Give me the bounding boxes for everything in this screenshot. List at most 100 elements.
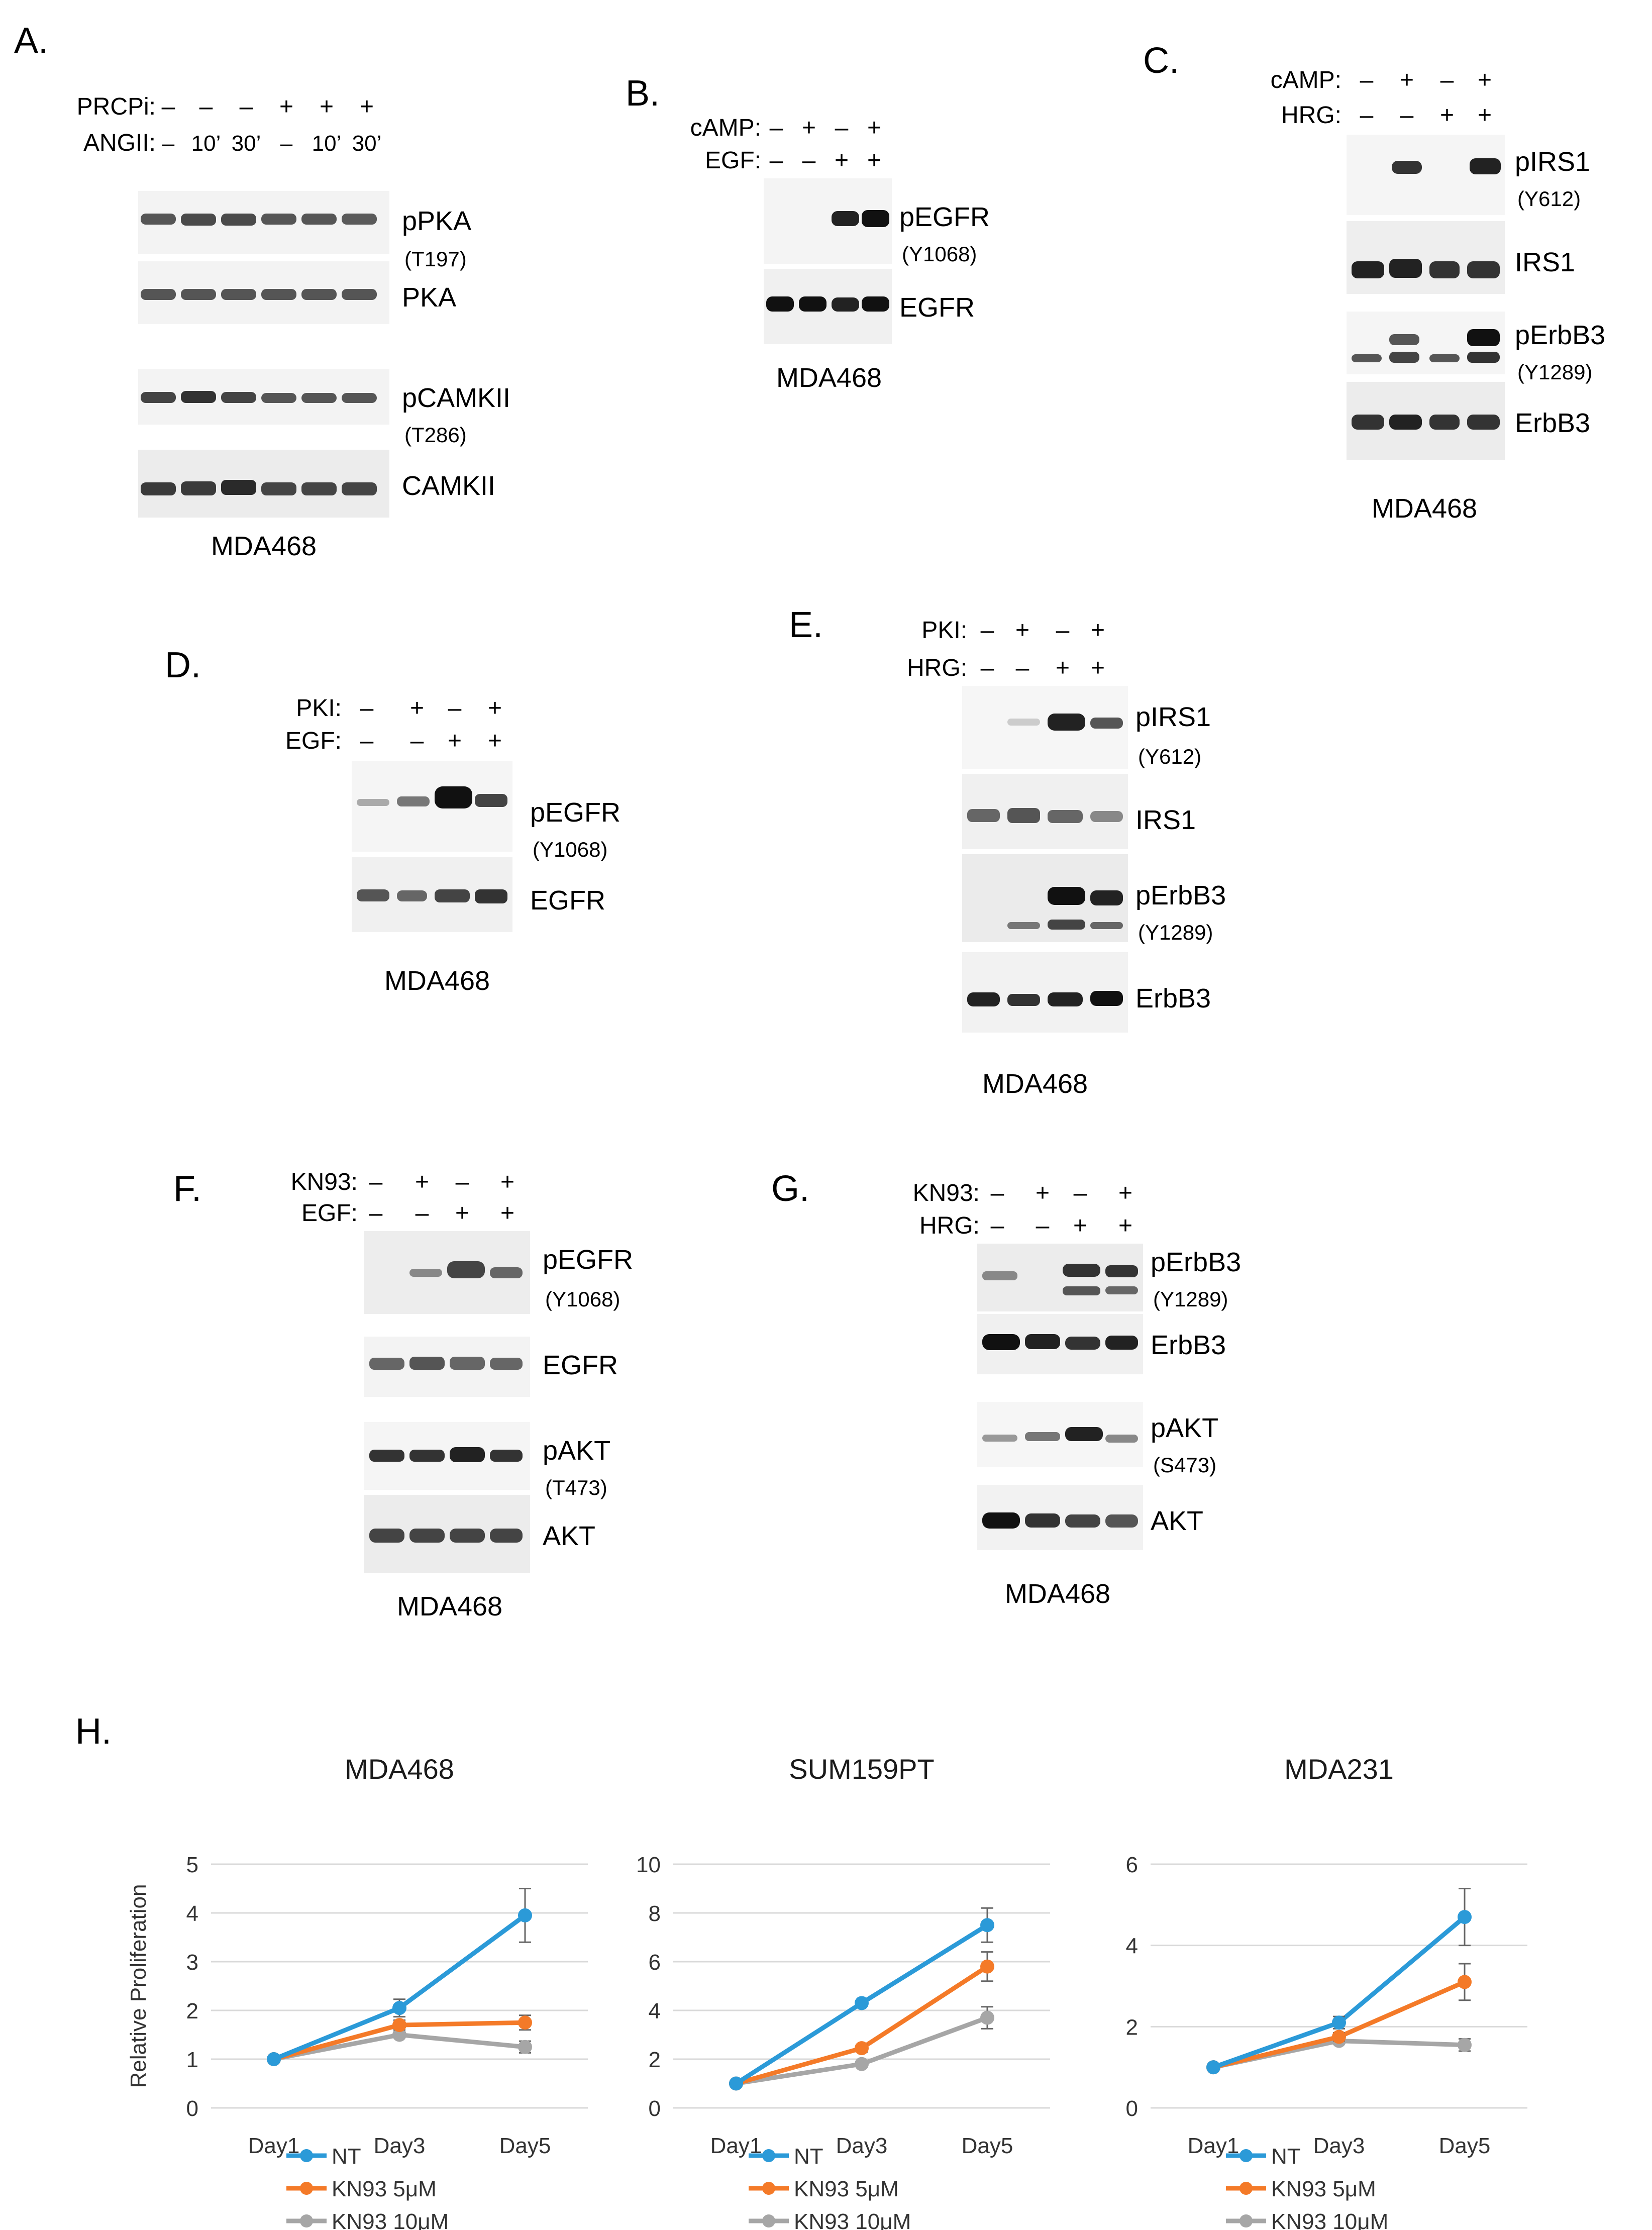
lane-value: + <box>410 695 424 722</box>
blot-strip <box>764 178 892 264</box>
data-point <box>1332 2030 1346 2044</box>
blot-site: (S473) <box>1153 1453 1216 1477</box>
chart-title: MDA468 <box>345 1753 454 1785</box>
cell-line-label: MDA468 <box>1372 493 1477 524</box>
lane-value: + <box>320 93 334 120</box>
blot-label: pEGFR <box>899 202 990 232</box>
legend-label: NT <box>1271 2144 1301 2169</box>
data-point <box>729 2076 743 2091</box>
y-tick-label: 0 <box>186 2096 198 2121</box>
condition-row-camp: cAMP: – + – + <box>690 115 881 141</box>
panel-letter-g: G. <box>771 1169 809 1209</box>
lane-value: + <box>1015 617 1029 644</box>
blot-strip <box>1347 135 1505 215</box>
lane-value: + <box>867 147 881 174</box>
panel-a: A. PRCPi: – – – + + + ANGII: – 10’ 30’ –… <box>14 21 510 561</box>
blot-site: (T473) <box>545 1476 607 1499</box>
data-point <box>1206 2060 1220 2075</box>
legend-swatch-marker <box>1240 2182 1253 2195</box>
lane-value: 10’ <box>312 131 342 156</box>
legend-swatch-marker <box>762 2149 775 2162</box>
blot-label: IRS1 <box>1135 805 1196 835</box>
lane-value: + <box>1118 1180 1132 1206</box>
lane-value: – <box>770 147 783 174</box>
blot-strip <box>977 1402 1143 1467</box>
blot-strips <box>364 1231 530 1573</box>
blot-strip <box>977 1314 1143 1374</box>
lane-value: – <box>1440 67 1454 93</box>
condition-row-pki: PKI: – + – + <box>921 617 1105 644</box>
data-point <box>855 2041 869 2056</box>
lane-value: + <box>1440 102 1454 129</box>
blot-strip <box>352 761 512 852</box>
panel-letter-f: F. <box>173 1169 201 1209</box>
data-point <box>980 2010 994 2025</box>
blot-label: ErbB3 <box>1135 983 1211 1013</box>
blot-site: (Y1068) <box>545 1287 620 1311</box>
lane-value: + <box>1036 1180 1050 1206</box>
blot-label: AKT <box>543 1521 595 1551</box>
cell-line-label: MDA468 <box>384 966 490 996</box>
lane-value: – <box>448 695 462 722</box>
lane-value: + <box>835 147 849 174</box>
blot-label: AKT <box>1151 1506 1203 1536</box>
panel-e: E. PKI: – + – + HRG: – – + + pIRS1 <box>789 605 1226 1099</box>
condition-row-hrg: HRG: – – + + <box>1281 102 1492 129</box>
data-point <box>855 1996 869 2010</box>
lane-value: + <box>1400 67 1414 93</box>
data-point <box>855 2057 869 2071</box>
data-point <box>980 1959 994 1974</box>
panel-d: D. PKI: – + – + EGF: – – + + pEGFR (Y106… <box>165 645 621 996</box>
y-tick-label: 0 <box>649 2096 661 2121</box>
blot-label: pIRS1 <box>1135 702 1211 732</box>
blot-strip <box>764 269 892 344</box>
blot-site: (Y1068) <box>902 242 977 266</box>
blot-label: pErbB3 <box>1515 320 1605 350</box>
lane-value: + <box>1091 655 1105 681</box>
data-point <box>392 2018 406 2033</box>
lane-value: – <box>981 617 994 644</box>
condition-row-egf: EGF: – – + + <box>285 728 502 754</box>
y-tick-label: 4 <box>1126 1934 1138 1959</box>
y-axis-label: Relative Proliferation <box>126 1884 151 2088</box>
condition-label: cAMP: <box>690 115 761 141</box>
lane-value: + <box>500 1169 514 1195</box>
data-point <box>267 2052 281 2066</box>
lane-value: – <box>1056 617 1070 644</box>
cell-line-label: MDA468 <box>211 531 317 561</box>
lane-value: – <box>360 728 374 754</box>
blot-strips <box>977 1244 1143 1550</box>
x-tick-label: Day5 <box>1439 2134 1491 2158</box>
blot-strip <box>138 369 389 425</box>
lane-value: + <box>455 1200 469 1227</box>
y-tick-label: 8 <box>649 1901 661 1926</box>
blot-strips <box>138 191 389 518</box>
y-tick-label: 10 <box>636 1853 661 1877</box>
blot-site: (Y1289) <box>1517 360 1592 384</box>
lane-value: – <box>1360 67 1374 93</box>
panel-f: F. KN93: – + – + EGF: – – + + pEGFR <box>173 1169 633 1621</box>
panel-letter-e: E. <box>789 605 823 645</box>
lane-value: – <box>835 115 849 141</box>
blot-label: EGFR <box>543 1350 618 1380</box>
blot-strips <box>962 686 1128 1033</box>
blot-label: PKA <box>402 282 456 313</box>
blot-labels: pIRS1 (Y612) IRS1 pErbB3 (Y1289) ErbB3 <box>1515 147 1605 438</box>
lane-value: – <box>162 93 175 120</box>
lane-value: + <box>488 695 502 722</box>
panel-b: B. cAMP: – + – + EGF: – – + + pEGFR (Y10… <box>626 73 990 393</box>
chart-title: MDA231 <box>1284 1753 1394 1785</box>
legend-swatch-marker <box>1240 2214 1253 2227</box>
lane-value: – <box>1400 102 1414 129</box>
legend-label: KN93 10μM <box>1271 2209 1388 2230</box>
blot-strip <box>364 1337 530 1397</box>
condition-row-kn93: KN93: – + – + <box>913 1180 1132 1206</box>
x-tick-label: Day3 <box>374 2134 426 2158</box>
blot-strips <box>352 761 512 932</box>
condition-row-angii: ANGII: – 10’ 30’ – 10’ 30’ <box>83 130 381 156</box>
lane-value: – <box>802 147 816 174</box>
y-tick-label: 1 <box>186 2048 198 2072</box>
lane-value: – <box>240 93 253 120</box>
blot-site: (Y1289) <box>1138 921 1213 944</box>
